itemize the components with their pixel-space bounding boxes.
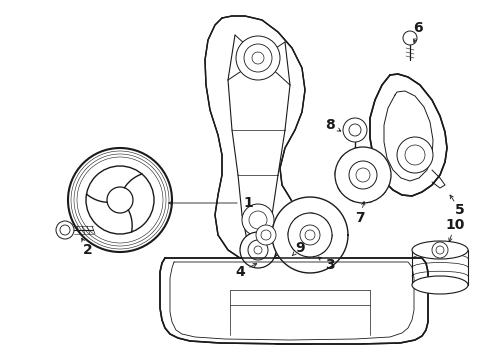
Text: 10: 10 — [445, 218, 465, 232]
Circle shape — [240, 232, 276, 268]
Polygon shape — [205, 16, 305, 260]
Text: 9: 9 — [295, 241, 305, 255]
Polygon shape — [370, 74, 447, 196]
Text: 2: 2 — [83, 243, 93, 257]
Text: 6: 6 — [413, 21, 423, 35]
Text: 8: 8 — [325, 118, 335, 132]
Circle shape — [432, 242, 448, 258]
Circle shape — [107, 187, 133, 213]
Circle shape — [397, 137, 433, 173]
Text: 5: 5 — [455, 203, 465, 217]
Circle shape — [242, 204, 274, 236]
Circle shape — [343, 118, 367, 142]
Ellipse shape — [412, 276, 468, 294]
Circle shape — [68, 148, 172, 252]
Circle shape — [335, 147, 391, 203]
Text: 1: 1 — [243, 196, 253, 210]
Text: 7: 7 — [355, 211, 365, 225]
Circle shape — [349, 161, 377, 189]
Ellipse shape — [412, 241, 468, 259]
Text: 3: 3 — [325, 258, 335, 272]
Polygon shape — [272, 197, 348, 273]
Circle shape — [288, 213, 332, 257]
Circle shape — [86, 166, 154, 234]
Text: 4: 4 — [235, 265, 245, 279]
Circle shape — [56, 221, 74, 239]
Circle shape — [403, 31, 417, 45]
Circle shape — [236, 36, 280, 80]
Circle shape — [256, 225, 276, 245]
Polygon shape — [160, 258, 428, 344]
